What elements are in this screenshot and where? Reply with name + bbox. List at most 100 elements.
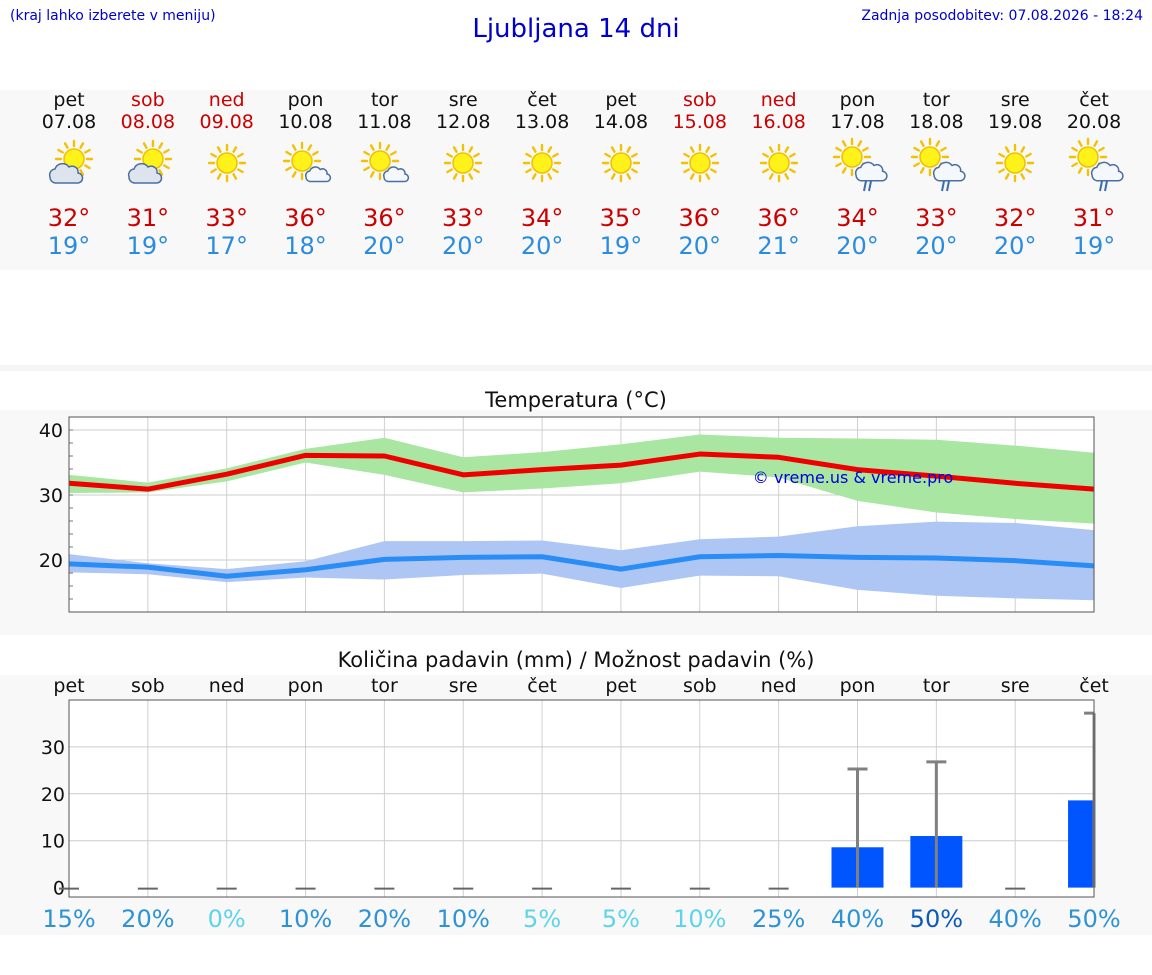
temp-max: 34° <box>836 204 879 232</box>
x-category-label: pon <box>840 675 876 697</box>
temp-max: 31° <box>1072 204 1116 232</box>
forecast-day: ned 16.08 36° 21° <box>734 89 824 260</box>
plot-frame <box>68 416 1095 613</box>
forecast-day: tor 11.08 36° 20° <box>339 89 429 260</box>
weather-icon-slot <box>418 137 508 201</box>
x-category-label: čet <box>1079 675 1109 697</box>
y-tick-label: 20 <box>41 784 65 806</box>
temp-min: 21° <box>757 232 800 260</box>
sun-cloud-icon <box>127 139 173 184</box>
temp-max: 35° <box>599 204 643 232</box>
day-name: sob <box>683 89 717 111</box>
precipitation-probability: 5% <box>523 905 561 933</box>
x-category-label: pet <box>605 675 636 697</box>
sun-rain-cloud-icon <box>832 137 888 192</box>
temperature-chart: 20 30 40 © vreme.us & vreme.pro <box>39 416 1095 613</box>
sun-icon <box>680 143 719 183</box>
day-name: sre <box>448 89 478 111</box>
temp-max: 36° <box>757 204 800 232</box>
page-title: Ljubljana 14 dni <box>472 14 680 44</box>
sun-icon <box>522 143 562 183</box>
day-date: 10.08 <box>278 111 333 133</box>
day-name: ned <box>208 89 245 111</box>
precipitation-probability: 0% <box>208 905 246 933</box>
day-date: 07.08 <box>41 111 97 133</box>
temp-min: 20° <box>363 232 406 260</box>
weather-icon-slot <box>576 137 666 201</box>
x-category-label: sob <box>683 675 717 697</box>
precipitation-probability: 50% <box>910 905 963 933</box>
sun-rain-cloud-icon <box>1068 137 1124 192</box>
precipitation-chart-title: Količina padavin (mm) / Možnost padavin … <box>337 648 815 672</box>
day-name: pon <box>287 89 324 111</box>
forecast-day: ned 09.08 33° 17° <box>182 89 272 260</box>
day-date: 17.08 <box>830 111 885 133</box>
temp-min: 19° <box>126 232 170 260</box>
watermark: © vreme.us & vreme.pro <box>753 468 954 487</box>
weather-icon-slot <box>1049 137 1139 201</box>
precipitation-chart: pet sob ned pon tor sre čet pet sob ned pon tor sre č… <box>41 675 1121 933</box>
x-category-label: sob <box>131 675 165 697</box>
x-category-label: pet <box>53 675 84 697</box>
temp-max: 33° <box>205 204 248 232</box>
day-name: pet <box>53 89 85 111</box>
x-category-label: čet <box>527 675 557 697</box>
temp-min: 19° <box>599 232 643 260</box>
sun-small-cloud-icon <box>282 141 331 183</box>
y-tick-label: 30 <box>41 737 65 759</box>
day-name: pet <box>605 89 637 111</box>
sun-icon <box>759 143 798 183</box>
day-name: ned <box>760 89 797 111</box>
temp-max: 36° <box>363 204 406 232</box>
day-date: 20.08 <box>1066 111 1122 133</box>
x-category-label: ned <box>761 675 797 697</box>
min-temperature-line <box>68 552 1095 579</box>
day-date: 11.08 <box>357 111 412 133</box>
y-tick-label: 10 <box>41 831 65 853</box>
precipitation-probability: 20% <box>358 905 411 933</box>
precipitation-probability: 10% <box>673 905 726 933</box>
temp-max: 34° <box>520 204 564 232</box>
weather-icon-slot <box>497 137 587 201</box>
y-tick-label: 0 <box>53 878 65 900</box>
temp-max: 33° <box>915 204 958 232</box>
day-name: čet <box>527 89 557 111</box>
temp-max: 33° <box>441 204 485 232</box>
temp-min: 20° <box>993 232 1037 260</box>
weather-icon-slot <box>103 137 193 201</box>
weather-icon-slot <box>339 137 429 201</box>
location-hint: (kraj lahko izberete v meniju) <box>10 8 216 24</box>
weather-icon-slot <box>182 137 272 201</box>
forecast-day: tor 18.08 33° 20° <box>891 89 981 260</box>
forecast-day: pet 07.08 32° 19° <box>24 89 114 260</box>
plot-frame <box>68 699 1095 898</box>
x-category-label: tor <box>923 675 950 697</box>
day-date: 12.08 <box>436 111 491 133</box>
forecast-day: sob 08.08 31° 19° <box>103 89 193 260</box>
day-date: 08.08 <box>120 111 176 133</box>
weather-icon-slot <box>734 137 824 201</box>
sun-icon <box>601 143 641 183</box>
sun-icon <box>207 143 246 183</box>
weather-icon-slot <box>970 137 1060 201</box>
precipitation-probability: 40% <box>989 905 1042 933</box>
max-temperature-line <box>68 451 1095 492</box>
y-tick-label: 40 <box>39 420 63 442</box>
day-date: 19.08 <box>987 111 1043 133</box>
weather-icon-slot <box>891 137 981 201</box>
temp-max: 36° <box>284 204 327 232</box>
temp-min: 20° <box>678 232 722 260</box>
sun-icon <box>995 143 1035 183</box>
sun-icon <box>444 143 483 183</box>
forecast-day: čet 13.08 34° 20° <box>497 89 587 260</box>
weather-icon-slot <box>655 137 745 201</box>
day-date: 18.08 <box>909 111 964 133</box>
temperature-chart-title: Temperatura (°C) <box>485 388 667 412</box>
sun-rain-cloud-icon <box>911 137 966 192</box>
sun-small-cloud-icon <box>361 141 410 183</box>
day-date: 13.08 <box>514 111 570 133</box>
day-name: sob <box>131 89 165 111</box>
day-date: 16.08 <box>751 111 806 133</box>
y-tick-label: 20 <box>39 550 63 572</box>
day-date: 14.08 <box>593 111 649 133</box>
